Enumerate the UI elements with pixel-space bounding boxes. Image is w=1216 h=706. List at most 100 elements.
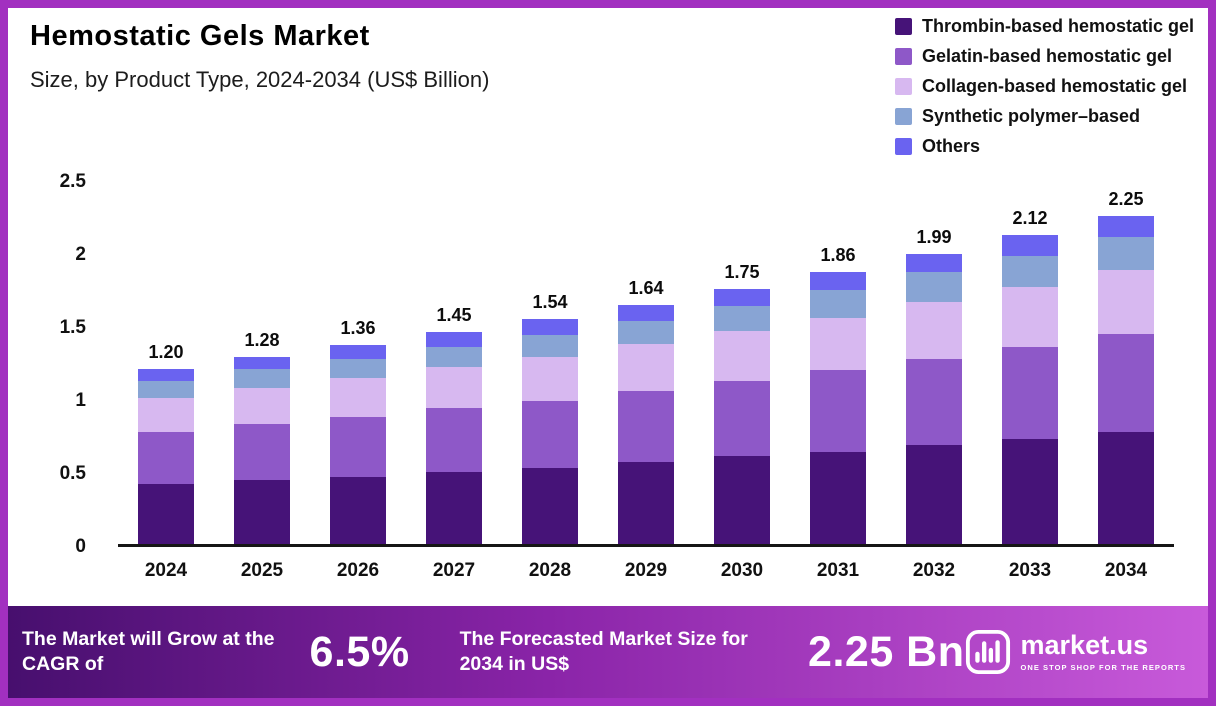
bar-segment-synthetic-polymer-based [1002,256,1058,288]
bar-column: 1.45 [406,182,502,544]
bar-segment-gelatin-based-hemostatic-gel [138,431,194,485]
legend-item: Gelatin-based hemostatic gel [894,46,1194,67]
brand-name: market.us [1020,630,1149,660]
chart-subtitle: Size, by Product Type, 2024-2034 (US$ Bi… [30,67,490,92]
stacked-bar [1098,215,1154,544]
bar-segment-others [1002,234,1058,257]
bar-segment-gelatin-based-hemostatic-gel [522,400,578,469]
bar-segment-gelatin-based-hemostatic-gel [714,380,770,457]
bar-segment-collagen-based-hemostatic-gel [234,387,290,425]
bar-segment-others [810,272,866,290]
x-tick-label: 2032 [912,560,956,581]
marketus-logo-icon [965,629,1010,675]
legend-item: Thrombin-based hemostatic gel [894,16,1194,37]
bar-segment-collagen-based-hemostatic-gel [426,367,482,409]
bar-column: 1.99 [886,182,982,544]
bar-segment-collagen-based-hemostatic-gel [1002,287,1058,347]
bar-total-label: 1.99 [916,226,952,247]
legend: Thrombin-based hemostatic gel Gelatin-bas… [894,16,1194,166]
bar-total-label: 1.45 [436,305,472,326]
stacked-bar [714,288,770,544]
stacked-bar [234,357,290,544]
bar-column: 2.25 [1078,182,1174,544]
stacked-bar [426,332,482,544]
bar-column: 1.86 [790,182,886,544]
bar-segment-collagen-based-hemostatic-gel [618,344,674,391]
stacked-bar [1002,234,1058,544]
plot-area: 1.20 1.28 1.36 1.45 1.54 1.64 1.75 1.86 1.99 2.12… [118,182,1174,547]
x-tick-label: 2026 [336,560,380,581]
bar-total-label: 1.64 [628,277,664,298]
y-tick-label: 0.5 [59,463,86,484]
bar-segment-others [426,332,482,347]
stacked-bar [810,272,866,544]
bar-segment-synthetic-polymer-based [810,290,866,318]
bar-segment-thrombin-based-hemostatic-gel [522,468,578,544]
bar-segment-collagen-based-hemostatic-gel [714,330,770,381]
bar-segment-thrombin-based-hemostatic-gel [618,462,674,544]
y-tick-label: 1.5 [59,317,86,338]
bar-segment-thrombin-based-hemostatic-gel [810,452,866,544]
brand-text: market.us ONE STOP SHOP FOR THE REPORTS [1020,630,1186,673]
bar-segment-thrombin-based-hemostatic-gel [906,444,962,544]
bar-column: 1.54 [502,182,598,544]
bar-segment-others [234,357,290,369]
stacked-bar [618,304,674,544]
y-tick-label: 2 [75,244,86,265]
bar-segment-thrombin-based-hemostatic-gel [426,472,482,544]
bar-segment-collagen-based-hemostatic-gel [906,301,962,359]
bar-segment-gelatin-based-hemostatic-gel [234,424,290,480]
y-tick-label: 1 [75,390,86,411]
bar-total-label: 1.86 [820,245,856,266]
bar-column: 1.75 [694,182,790,544]
bar-column: 1.20 [118,182,214,544]
x-tick-label: 2033 [1008,560,1052,581]
bar-column: 1.64 [598,182,694,544]
bar-segment-gelatin-based-hemostatic-gel [1002,346,1058,439]
legend-swatch-gelatin-based-hemostatic-gel [894,48,912,65]
y-tick-label: 2.5 [59,171,86,192]
forecast-value: 2.25 Bn [808,627,965,676]
bar-total-label: 2.25 [1108,188,1144,209]
legend-item: Collagen-based hemostatic gel [894,76,1194,97]
bar-segment-others [714,288,770,307]
bar-segment-others [522,319,578,336]
legend-swatch-others [894,138,912,155]
bar-segment-synthetic-polymer-based [234,368,290,388]
bar-segment-collagen-based-hemostatic-gel [330,377,386,417]
x-tick-label: 2029 [624,560,668,581]
bar-segment-collagen-based-hemostatic-gel [138,398,194,432]
bar-segment-thrombin-based-hemostatic-gel [234,479,290,544]
chart-section: Hemostatic Gels Market Size, by Product … [8,8,1208,606]
bar-total-label: 1.28 [244,330,280,351]
bar-segment-gelatin-based-hemostatic-gel [618,390,674,463]
plot-region: 1.20 1.28 1.36 1.45 1.54 1.64 1.75 1.86 1.99 2.12… [118,182,1174,582]
bar-segment-synthetic-polymer-based [522,335,578,358]
bar-segment-others [330,345,386,359]
brand: market.us ONE STOP SHOP FOR THE REPORTS [965,629,1186,675]
bar-segment-gelatin-based-hemostatic-gel [426,408,482,473]
bar-segment-synthetic-polymer-based [426,346,482,368]
bar-column: 1.36 [310,182,406,544]
bar-segment-synthetic-polymer-based [618,320,674,344]
bar-total-label: 2.12 [1012,207,1048,228]
bar-total-label: 1.75 [724,261,760,282]
bar-segment-collagen-based-hemostatic-gel [1098,269,1154,334]
bar-segment-thrombin-based-hemostatic-gel [714,456,770,544]
cagr-value: 6.5% [309,627,410,676]
legend-label: Others [921,136,980,156]
page-title: Hemostatic Gels Market [30,20,370,52]
footer-banner: The Market will Grow at the CAGR of 6.5%… [8,606,1208,698]
bar-segment-synthetic-polymer-based [138,380,194,399]
bar-total-label: 1.54 [532,292,568,313]
bar-segment-gelatin-based-hemostatic-gel [330,416,386,477]
bar-segment-others [1098,215,1154,238]
x-tick-label: 2034 [1104,560,1148,581]
y-axis: 0 0.5 1 1.5 2 2.5 [8,171,86,557]
legend-swatch-thrombin-based-hemostatic-gel [894,18,912,35]
legend-item: Others [894,136,1194,157]
bar-segment-thrombin-based-hemostatic-gel [138,484,194,544]
stacked-bar [330,345,386,544]
header: Hemostatic Gels Market Size, by Product … [30,20,489,93]
forecast-label: The Forecasted Market Size for 2034 in U… [459,627,748,675]
